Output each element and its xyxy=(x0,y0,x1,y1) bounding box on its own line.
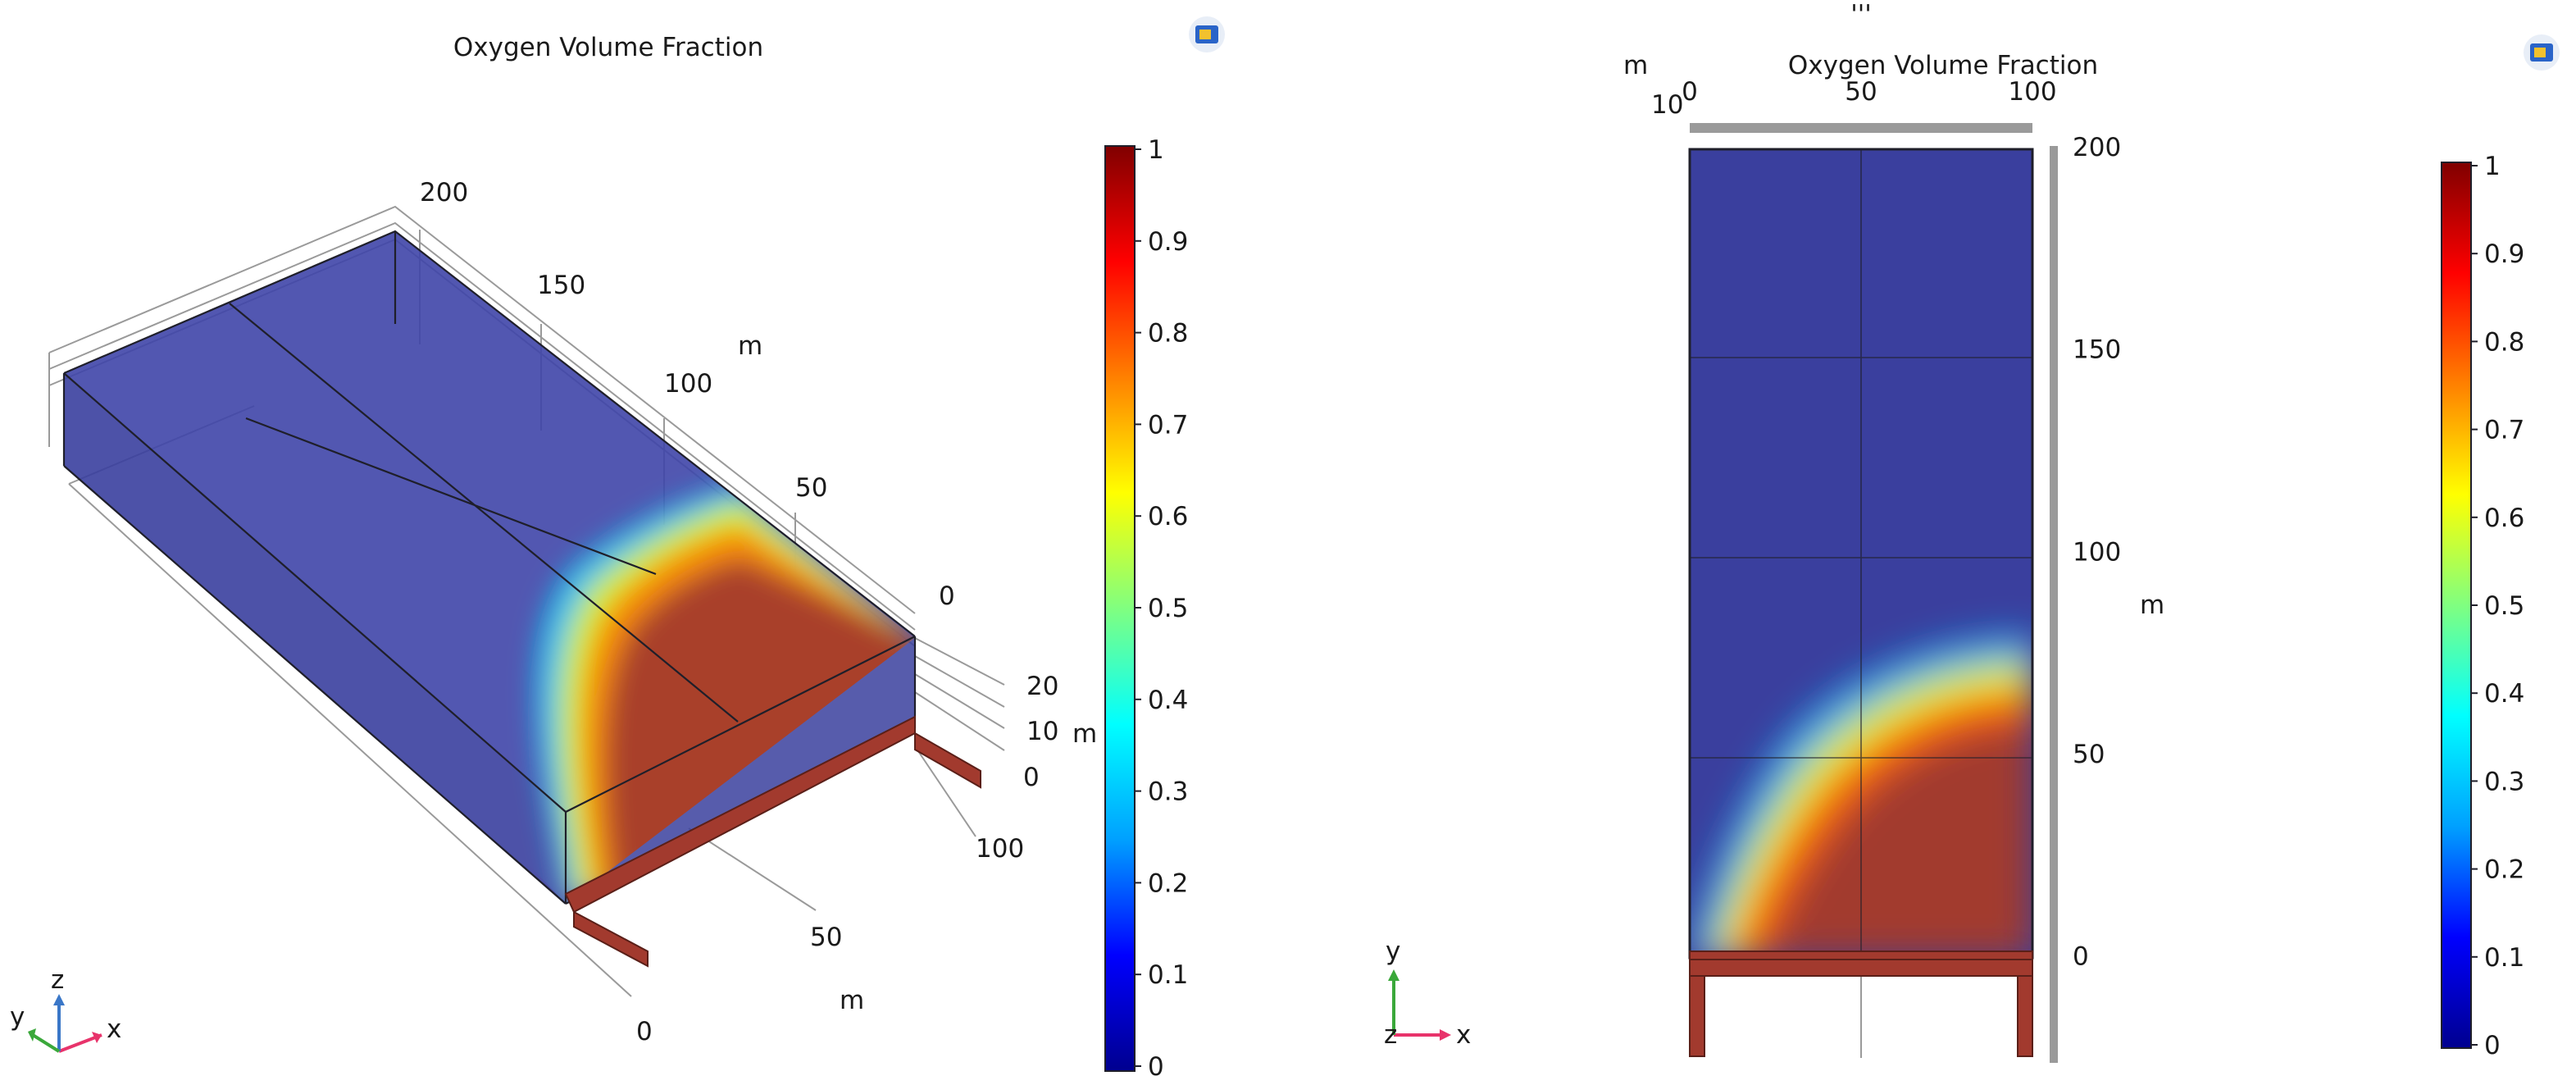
colorbar-3d-tick-label: 1 xyxy=(1148,135,1164,165)
triad-2d-x-label: x xyxy=(1456,1020,1471,1050)
label-x-3d: m xyxy=(840,986,864,1015)
colorbar-3d-bar xyxy=(1104,145,1136,1072)
tick-y-2d: 150 xyxy=(2073,335,2121,365)
tick-y-3d-150: 150 xyxy=(537,271,585,300)
axis-triad-3d: x y z xyxy=(10,965,121,1053)
inlet-pipes-2d xyxy=(1689,951,2033,1057)
tick-x-3d-50: 50 xyxy=(810,923,842,952)
tick-x-2d: 50 xyxy=(1845,77,1877,107)
ticks-x-3d: 100 50 0 m xyxy=(636,834,1024,1046)
triad-2d-y-label: y xyxy=(1386,937,1400,966)
colorbar-3d-tick-label: 0.6 xyxy=(1148,502,1188,531)
triad-y-arrow xyxy=(31,1033,61,1053)
title-3d: Oxygen Volume Fraction xyxy=(453,33,763,62)
app-logo-icon xyxy=(2524,34,2560,71)
triad-y-label: y xyxy=(10,1002,25,1032)
colorbar-2d-tick-label: 0.9 xyxy=(2484,239,2524,269)
colorbar-2d-tick-label: 0.7 xyxy=(2484,416,2524,445)
tick-y-2d: 200 xyxy=(2073,133,2121,162)
colorbar-2d-tick-label: 1 xyxy=(2484,152,2501,181)
colorbar-3d-tick-label: 0.4 xyxy=(1148,686,1188,715)
grid-2d xyxy=(1690,149,2032,958)
tick-y-3d-200: 200 xyxy=(420,178,468,207)
axis-triad-2d: x y z xyxy=(1384,937,1471,1050)
triad-x-label: x xyxy=(107,1014,121,1044)
colorbar-2d-tick-label: 0.5 xyxy=(2484,591,2524,621)
tick-x-2d: 0 xyxy=(1682,77,1698,107)
colorbar-3d: 1 0.9 0.8 0.7 0.6 0.5 0.4 0.3 0.2 0.1 0 xyxy=(1104,135,1188,1082)
tank-3d xyxy=(62,230,917,905)
colorbar-2d-tick-label: 0.3 xyxy=(2484,767,2524,796)
plot-2d: ''' Oxygen Volume Fraction m 10 0 50 100 xyxy=(1384,0,2560,1063)
colorbar-3d-tick-label: 0.9 xyxy=(1148,227,1188,257)
title-2d: Oxygen Volume Fraction xyxy=(1788,51,2098,80)
app-logo-icon xyxy=(1189,16,1225,52)
ticks-y-2d: 200 150 100 50 0 xyxy=(2073,133,2121,972)
oxygen-plume-3d xyxy=(535,484,915,904)
colorbar-2d-tick-label: 0.2 xyxy=(2484,855,2524,885)
colorbar-3d-tick-label: 0.1 xyxy=(1148,960,1188,990)
inlet-pipes-3d xyxy=(564,715,981,968)
colorbar-2d-tick-label: 0 xyxy=(2484,1031,2501,1060)
triad-2d-z-label: z xyxy=(1384,1020,1397,1050)
tick-x-3d-100: 100 xyxy=(976,834,1024,864)
axis-bar-top xyxy=(1690,123,2032,133)
tick-depth-2d: 10 xyxy=(1651,90,1683,120)
label-z-3d: m xyxy=(1072,719,1097,749)
triad-z-label: z xyxy=(51,965,64,995)
colorbar-3d-tick-label: 0.8 xyxy=(1148,319,1188,349)
axis-bar-right xyxy=(2050,146,2058,1063)
tick-y-2d: 50 xyxy=(2073,740,2105,769)
tick-y-3d-0: 0 xyxy=(939,581,955,611)
overflow-marker: ''' xyxy=(1850,0,1872,30)
colorbar-2d-tick-label: 0.6 xyxy=(2484,504,2524,533)
colorbar-2d-ticks: 1 0.9 0.8 0.7 0.6 0.5 0.4 0.3 0.2 0.1 0 xyxy=(2471,152,2524,1060)
tick-y-3d-50: 50 xyxy=(795,473,827,503)
tank-side-face xyxy=(64,373,566,904)
colorbar-3d-tick-label: 0.5 xyxy=(1148,594,1188,623)
ticks-y-3d: 200 150 100 50 0 m xyxy=(420,178,955,611)
colorbar-3d-tick-label: 0.2 xyxy=(1148,868,1188,898)
colorbar-2d-bar xyxy=(2441,162,2472,1049)
tick-x-2d: 100 xyxy=(2008,77,2056,107)
colorbar-3d-tick-label: 0.3 xyxy=(1148,777,1188,807)
label-y-3d: m xyxy=(738,331,762,361)
colorbar-3d-ticks: 1 0.9 0.8 0.7 0.6 0.5 0.4 0.3 0.2 0.1 0 xyxy=(1135,135,1188,1082)
tick-z-3d-10: 10 xyxy=(1026,717,1058,746)
ticks-x-2d: 0 50 100 xyxy=(1682,77,2056,107)
tick-y-2d: 100 xyxy=(2073,537,2121,567)
colorbar-2d-tick-label: 0.4 xyxy=(2484,679,2524,709)
oxygen-plume-2d xyxy=(1690,636,2032,958)
tick-x-3d-0: 0 xyxy=(636,1017,653,1046)
colorbar-3d-tick-label: 0 xyxy=(1148,1052,1164,1082)
colorbar-2d: 1 0.9 0.8 0.7 0.6 0.5 0.4 0.3 0.2 0.1 0 xyxy=(2441,152,2524,1060)
tick-z-3d-20: 20 xyxy=(1026,672,1058,701)
ticks-z-3d: 20 10 0 m xyxy=(1023,672,1097,792)
plot-3d: Oxygen Volume Fraction xyxy=(10,16,1225,1082)
tick-z-3d-0: 0 xyxy=(1023,763,1040,792)
label-y-2d: m xyxy=(2140,590,2164,620)
colorbar-2d-tick-label: 0.1 xyxy=(2484,943,2524,973)
tick-y-2d: 0 xyxy=(2073,942,2089,972)
label-x-2d: m xyxy=(1623,51,1648,80)
colorbar-3d-tick-label: 0.7 xyxy=(1148,410,1188,440)
colorbar-2d-tick-label: 0.8 xyxy=(2484,327,2524,357)
tick-y-3d-100: 100 xyxy=(664,369,712,399)
